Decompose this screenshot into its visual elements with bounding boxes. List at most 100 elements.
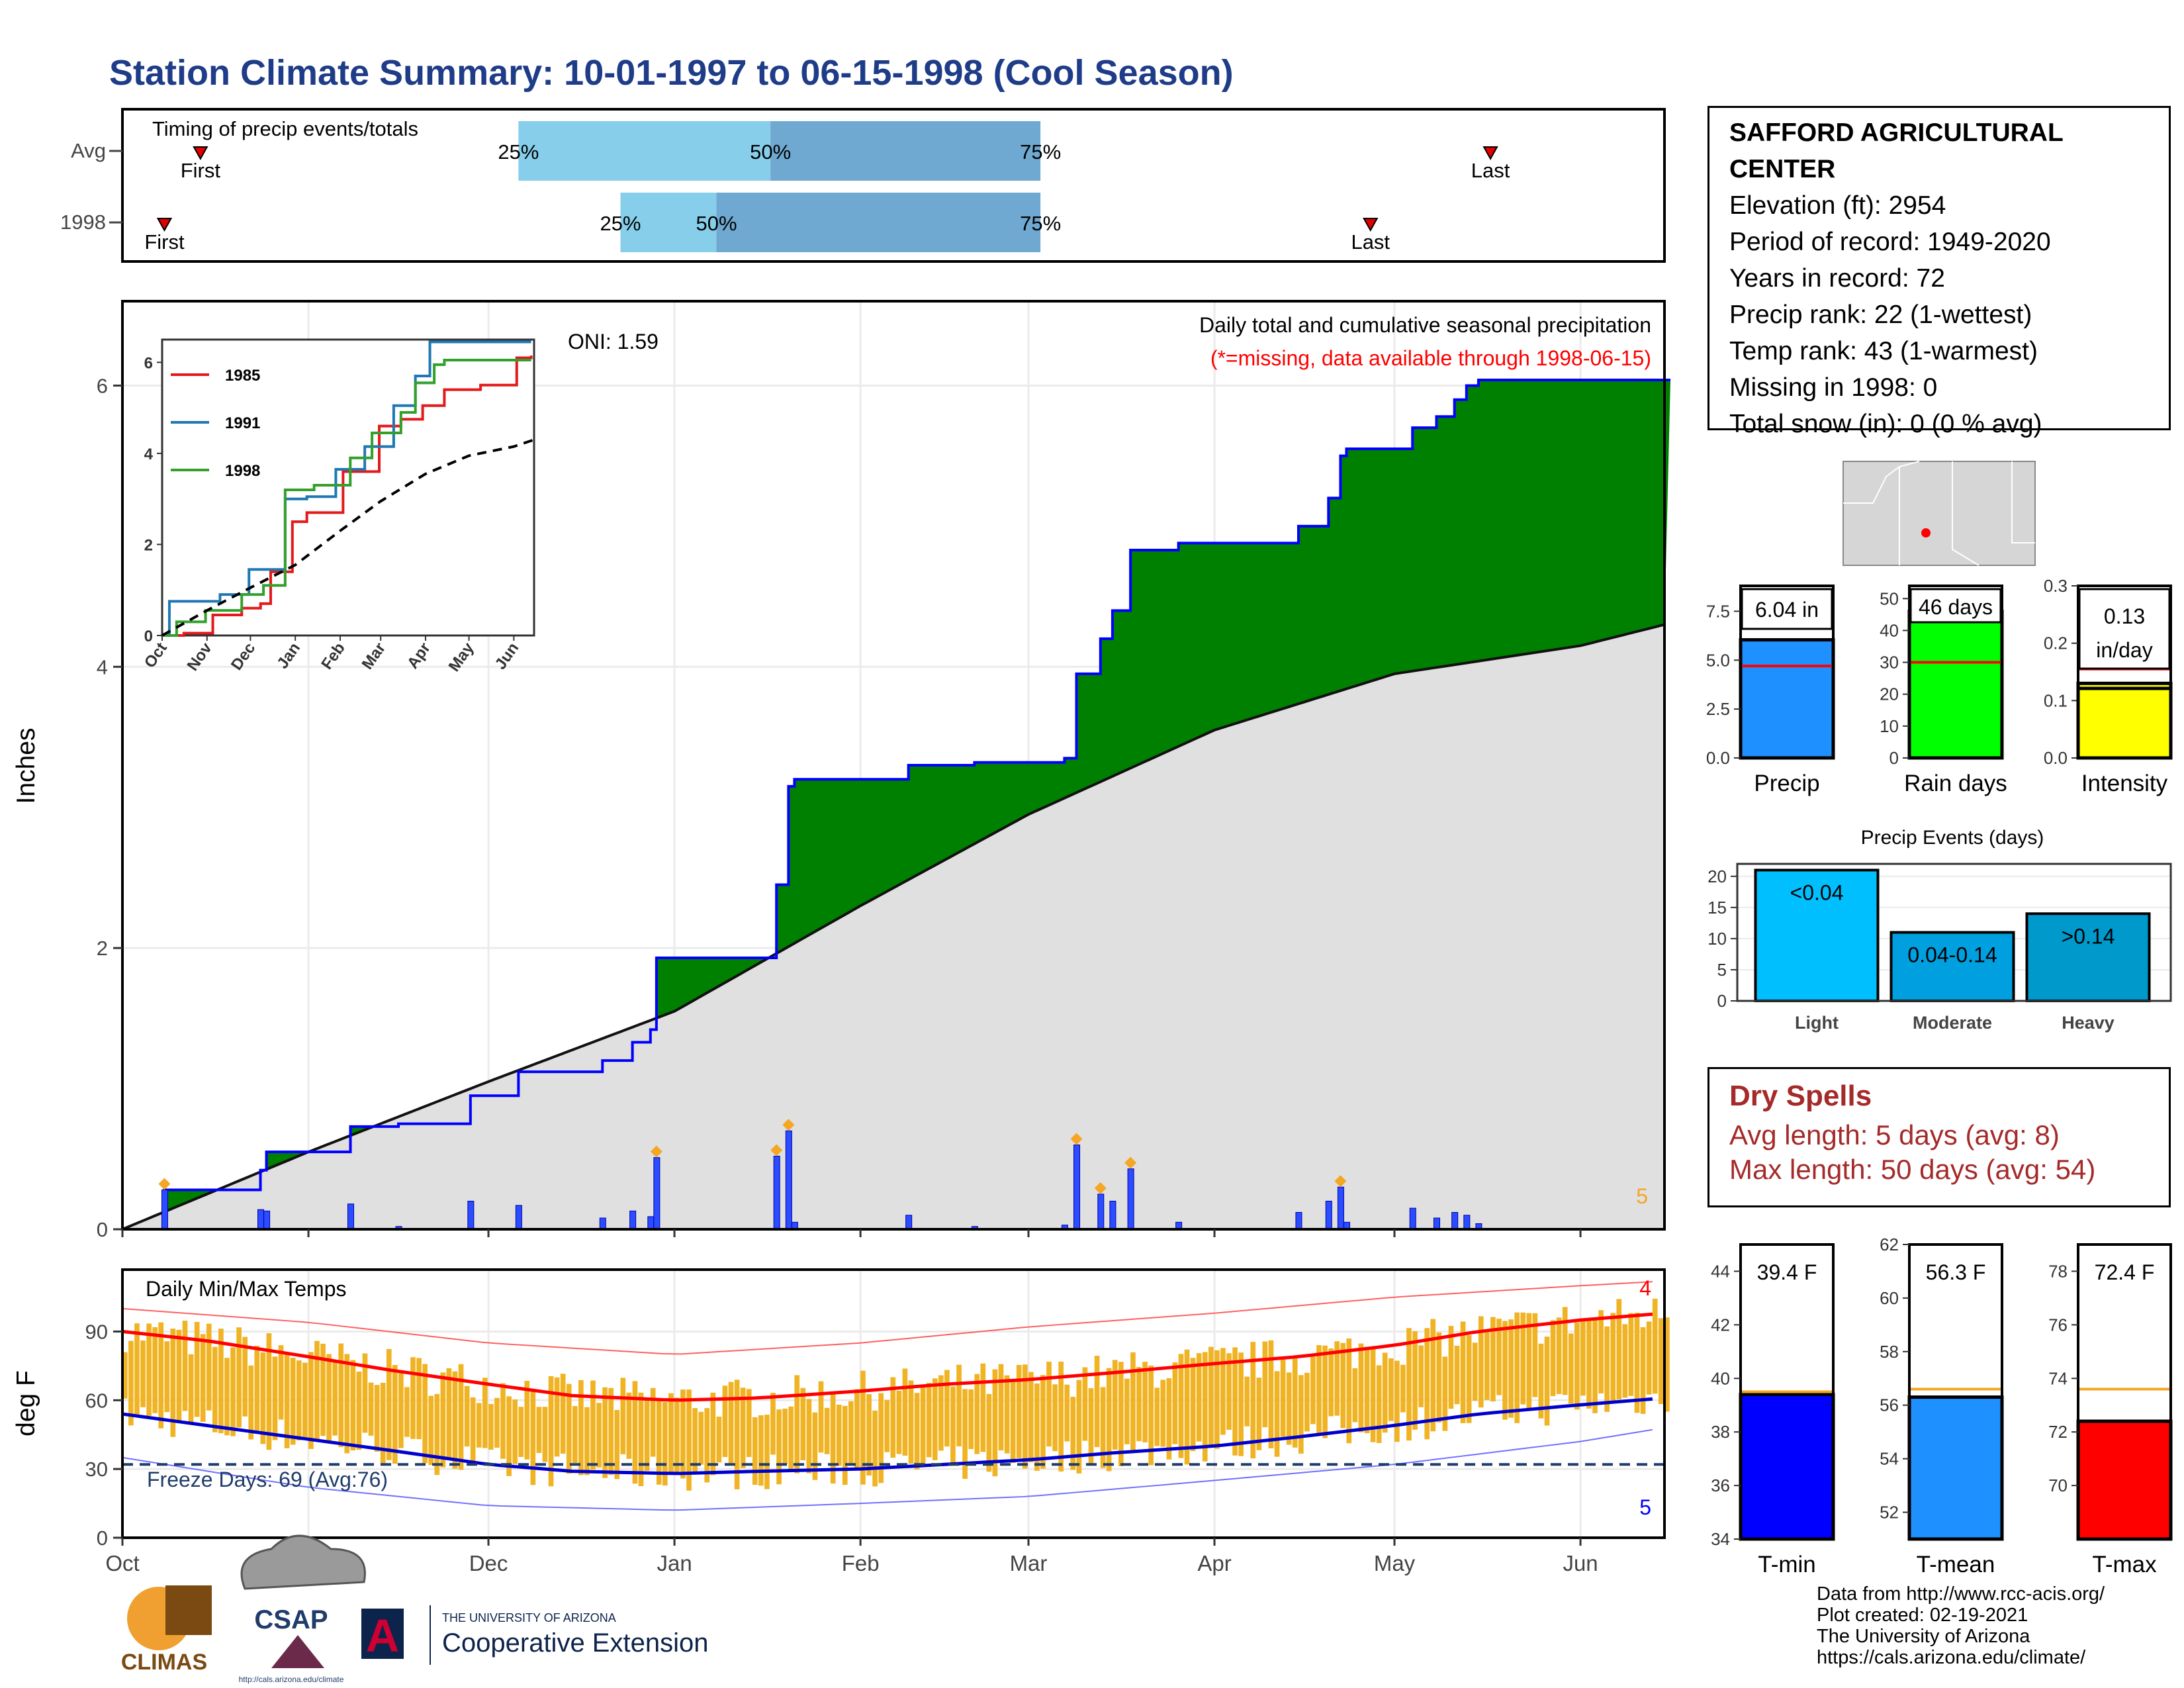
precip-surplus-area <box>122 379 1671 1230</box>
temp-daily-bar <box>1652 1298 1658 1394</box>
temp-daily-bar <box>644 1399 650 1471</box>
temp-daily-bar <box>1280 1359 1286 1437</box>
temp-daily-bar <box>1166 1378 1172 1460</box>
temp-daily-bar <box>1034 1383 1040 1471</box>
temp-daily-bar <box>200 1334 206 1422</box>
tmax-normal-line <box>122 1312 1653 1402</box>
small-ytick-label: 2.5 <box>1706 699 1730 719</box>
small-ytick-label: 10 <box>1880 716 1899 736</box>
temp-daily-bar <box>1124 1378 1130 1444</box>
temp-daily-bar <box>1502 1321 1508 1420</box>
temp-daily-bar <box>1226 1353 1232 1430</box>
temp-daily-bar <box>122 1352 128 1399</box>
inset-ytick-label: 6 <box>144 354 153 372</box>
temp-daily-bar <box>1310 1356 1316 1425</box>
temp-daily-bar <box>908 1380 914 1464</box>
temp-daily-bar <box>1160 1380 1166 1447</box>
temp-daily-bar <box>158 1322 164 1429</box>
tmax-record-line <box>122 1281 1653 1355</box>
temp-daily-bar <box>230 1347 236 1436</box>
temp-daily-bar <box>1184 1349 1190 1465</box>
temp-daily-bar <box>1292 1358 1298 1448</box>
temp-daily-bar <box>662 1401 668 1486</box>
temp-daily-bar <box>182 1321 188 1411</box>
csap-logo-url: http://cals.arizona.edu/climate <box>239 1675 344 1684</box>
temp-daily-bar <box>1658 1318 1664 1405</box>
temp-daily-bar <box>512 1399 518 1464</box>
temp-daily-bar <box>1610 1313 1616 1401</box>
timing-first-label: First <box>144 230 185 254</box>
temp-daily-bar <box>1220 1348 1226 1435</box>
temp-daily-bar <box>1574 1322 1580 1410</box>
timing-p75-label: 75% <box>1020 212 1061 235</box>
precip-daily-bar <box>161 1190 168 1230</box>
climas-logo-land <box>165 1585 212 1635</box>
csap-logo-cloud <box>240 1534 366 1590</box>
precip-panel-frame <box>121 300 1666 1231</box>
temp-daily-bar <box>308 1352 314 1449</box>
intensity-category-label: Intensity <box>2081 771 2168 796</box>
small-chart-frame <box>1739 585 1835 759</box>
intensity-value-label: 0.13 <box>2104 604 2145 628</box>
ua-logo-university: THE UNIVERSITY OF ARIZONA <box>442 1611 616 1624</box>
temp-daily-bar <box>284 1352 290 1448</box>
small-ytick-label: 0.0 <box>2044 748 2068 768</box>
precip-daily-bar <box>1433 1217 1440 1230</box>
temp-daily-bar <box>1364 1346 1370 1434</box>
temp-daily-bar <box>626 1392 632 1459</box>
precip-oni-label: ONI: 1.59 <box>568 330 659 353</box>
inset-legend-label: 1991 <box>225 414 260 432</box>
timing-p50-label: 50% <box>696 212 737 235</box>
small-ytick-label: 62 <box>1880 1235 1899 1254</box>
precip-daily-marker <box>158 1178 171 1190</box>
events-category-label: Moderate <box>1913 1013 1992 1033</box>
temp-daily-bar <box>1520 1312 1526 1405</box>
temp-daily-bar <box>1478 1316 1484 1408</box>
temp-daily-bar <box>1640 1327 1646 1414</box>
temp-daily-bar <box>668 1393 674 1473</box>
freeze-days-label: Freeze Days: 69 (Avg:76) <box>147 1468 388 1491</box>
temp-daily-bar <box>1106 1368 1112 1472</box>
temp-daily-bar <box>686 1389 692 1491</box>
events-ytick-label: 10 <box>1707 929 1727 949</box>
temp-daily-bar <box>272 1356 278 1440</box>
temp-daily-bar <box>884 1400 890 1452</box>
temp-daily-bar <box>1262 1341 1268 1428</box>
temp-daily-bar <box>248 1365 254 1440</box>
temp-daily-bar <box>362 1353 368 1433</box>
temp-daily-bar <box>260 1352 266 1444</box>
precip-daily-bar <box>515 1205 522 1230</box>
temp-ytick-label: 30 <box>85 1458 108 1481</box>
credit-university: The University of Arizona <box>1817 1626 2030 1647</box>
temp-daily-bar <box>896 1390 902 1454</box>
events-category-label: Light <box>1795 1013 1839 1033</box>
station-period: Period of record: 1949-2020 <box>1729 228 2051 256</box>
temp-daily-bar <box>1202 1352 1208 1462</box>
map-border <box>1843 461 1920 504</box>
temp-daily-bar <box>152 1327 158 1413</box>
temp-daily-bar <box>692 1408 698 1472</box>
temp-daily-bar <box>374 1385 380 1452</box>
precip-daily-bar <box>1073 1145 1081 1230</box>
temp-daily-bar <box>326 1354 332 1441</box>
temp-xtick-label: Dec <box>469 1551 508 1575</box>
precip-cumulative-line <box>122 378 1671 1231</box>
events-bar-label: <0.04 <box>1790 880 1844 904</box>
temp-daily-bar <box>878 1393 884 1483</box>
dry-spells-title: Dry Spells <box>1729 1080 1872 1112</box>
ua-logo-extension: Cooperative Extension <box>442 1628 708 1658</box>
temp-daily-bar <box>1190 1358 1196 1452</box>
dry-spells-avg: Avg length: 5 days (avg: 8) <box>1729 1119 2060 1150</box>
temp-daily-bar <box>746 1389 752 1458</box>
temp-daily-bar <box>914 1393 920 1470</box>
csap-logo-mountain <box>271 1635 324 1668</box>
small-ytick-label: 42 <box>1711 1315 1730 1335</box>
temp-daily-bar <box>542 1407 548 1462</box>
tmin-value-label: 39.4 F <box>1757 1260 1817 1284</box>
temp-daily-bar <box>1460 1321 1466 1423</box>
temp-daily-bar <box>446 1368 452 1459</box>
small-ytick-label: 50 <box>1880 588 1899 608</box>
events-ytick-label: 0 <box>1717 991 1727 1011</box>
temp-daily-bar <box>494 1397 500 1448</box>
temp-daily-bar <box>1094 1356 1100 1448</box>
